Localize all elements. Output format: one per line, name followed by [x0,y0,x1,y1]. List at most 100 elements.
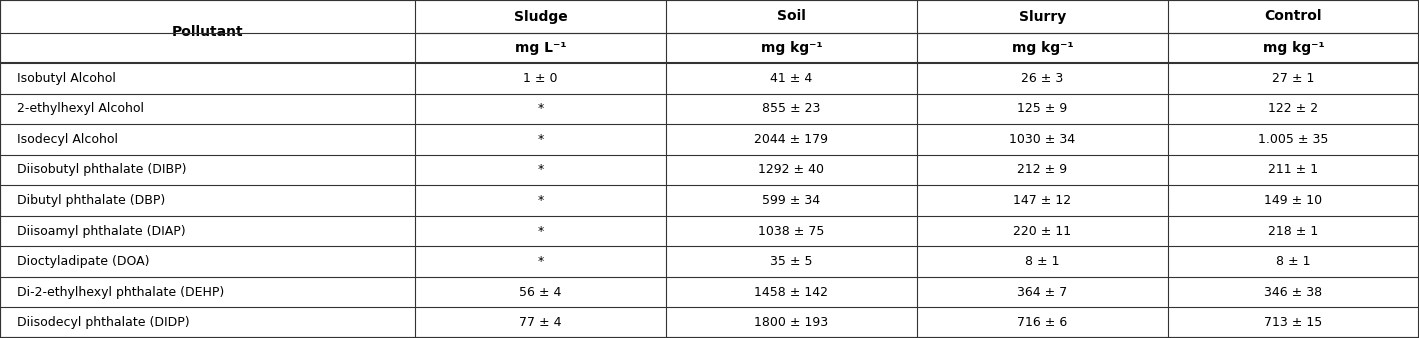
Text: *: * [538,255,543,268]
Bar [0,216,414,246]
Bar [1168,155,1419,185]
Text: 1038 ± 75: 1038 ± 75 [758,224,824,238]
Bar [917,94,1168,124]
Text: 212 ± 9: 212 ± 9 [1017,164,1067,176]
Bar [0,63,414,94]
Bar [1168,33,1419,63]
Bar [666,185,917,216]
Text: Di-2-ethylhexyl phthalate (DEHP): Di-2-ethylhexyl phthalate (DEHP) [17,286,224,299]
Bar [1168,0,1419,33]
Text: 220 ± 11: 220 ± 11 [1013,224,1071,238]
Text: 1.005 ± 35: 1.005 ± 35 [1259,133,1328,146]
Text: 2044 ± 179: 2044 ± 179 [755,133,829,146]
Bar [917,124,1168,155]
Text: Diisobutyl phthalate (DIBP): Diisobutyl phthalate (DIBP) [17,164,186,176]
Bar [414,155,666,185]
Text: Sludge: Sludge [514,9,568,24]
Bar [1168,246,1419,277]
Bar [666,63,917,94]
Bar [0,155,414,185]
Bar [1168,94,1419,124]
Text: Isobutyl Alcohol: Isobutyl Alcohol [17,72,116,85]
Bar [1168,63,1419,94]
Bar [1168,277,1419,308]
Bar [666,33,917,63]
Bar [917,63,1168,94]
Bar [917,246,1168,277]
Text: 8 ± 1: 8 ± 1 [1276,255,1311,268]
Bar [917,216,1168,246]
Bar [0,94,414,124]
Bar [917,308,1168,338]
Text: 56 ± 4: 56 ± 4 [519,286,562,299]
Text: 26 ± 3: 26 ± 3 [1022,72,1064,85]
Text: mg L⁻¹: mg L⁻¹ [515,41,566,55]
Text: 35 ± 5: 35 ± 5 [771,255,813,268]
Bar [0,124,414,155]
Text: 125 ± 9: 125 ± 9 [1017,102,1067,115]
Text: mg kg⁻¹: mg kg⁻¹ [1263,41,1324,55]
Bar [414,308,666,338]
Text: 713 ± 15: 713 ± 15 [1264,316,1323,329]
Bar [666,94,917,124]
Bar [414,0,666,33]
Text: mg kg⁻¹: mg kg⁻¹ [1012,41,1073,55]
Bar [666,155,917,185]
Text: *: * [538,133,543,146]
Bar [0,246,414,277]
Bar [917,33,1168,63]
Bar [1168,124,1419,155]
Text: 716 ± 6: 716 ± 6 [1017,316,1067,329]
Bar [414,216,666,246]
Text: Diisodecyl phthalate (DIDP): Diisodecyl phthalate (DIDP) [17,316,190,329]
Text: *: * [538,164,543,176]
Bar [917,185,1168,216]
Bar [917,277,1168,308]
Text: *: * [538,224,543,238]
Text: *: * [538,102,543,115]
Text: 211 ± 1: 211 ± 1 [1269,164,1318,176]
Bar [1168,185,1419,216]
Text: 599 ± 34: 599 ± 34 [762,194,820,207]
Text: Isodecyl Alcohol: Isodecyl Alcohol [17,133,118,146]
Text: 1458 ± 142: 1458 ± 142 [755,286,829,299]
Bar [666,246,917,277]
Text: 218 ± 1: 218 ± 1 [1269,224,1318,238]
Bar [414,277,666,308]
Text: 41 ± 4: 41 ± 4 [771,72,813,85]
Text: Control: Control [1264,9,1323,24]
Bar [0,0,414,63]
Text: 1292 ± 40: 1292 ± 40 [759,164,824,176]
Text: 8 ± 1: 8 ± 1 [1026,255,1060,268]
Bar [0,308,414,338]
Bar [666,277,917,308]
Text: 2-ethylhexyl Alcohol: 2-ethylhexyl Alcohol [17,102,143,115]
Text: 1800 ± 193: 1800 ± 193 [755,316,829,329]
Bar [917,0,1168,33]
Text: Dibutyl phthalate (DBP): Dibutyl phthalate (DBP) [17,194,165,207]
Text: 122 ± 2: 122 ± 2 [1269,102,1318,115]
Text: 364 ± 7: 364 ± 7 [1017,286,1067,299]
Text: 27 ± 1: 27 ± 1 [1273,72,1314,85]
Bar [1168,308,1419,338]
Bar [414,185,666,216]
Bar [414,63,666,94]
Bar [666,0,917,33]
Bar [0,185,414,216]
Text: 77 ± 4: 77 ± 4 [519,316,562,329]
Text: *: * [538,194,543,207]
Text: Dioctyladipate (DOA): Dioctyladipate (DOA) [17,255,149,268]
Bar [0,277,414,308]
Text: 149 ± 10: 149 ± 10 [1264,194,1323,207]
Text: 855 ± 23: 855 ± 23 [762,102,820,115]
Text: 147 ± 12: 147 ± 12 [1013,194,1071,207]
Text: 1030 ± 34: 1030 ± 34 [1009,133,1076,146]
Bar [414,124,666,155]
Bar [414,246,666,277]
Bar [1168,216,1419,246]
Bar [414,94,666,124]
Bar [666,124,917,155]
Bar [414,33,666,63]
Text: Pollutant: Pollutant [172,24,243,39]
Text: Slurry: Slurry [1019,9,1066,24]
